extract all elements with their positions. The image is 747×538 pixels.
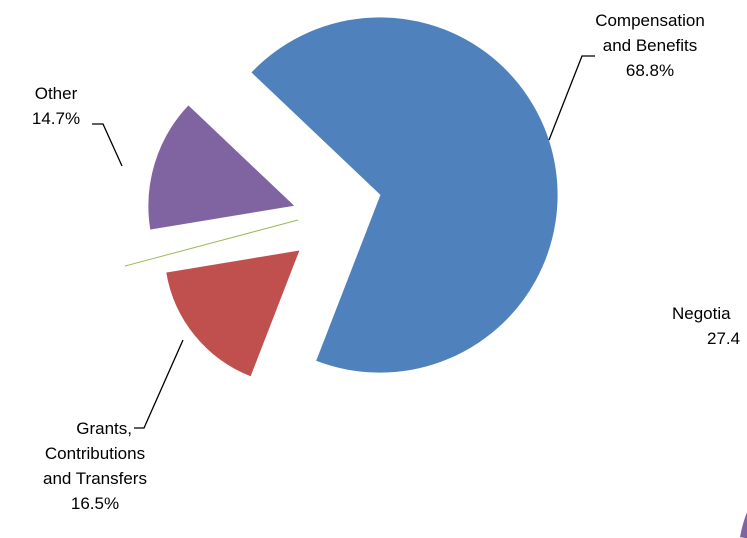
slice-value-label: 68.8% xyxy=(626,61,674,80)
label-other: Other 14.7% xyxy=(32,84,80,128)
pie-slice-other xyxy=(147,104,296,231)
slice-label-line: Negotia xyxy=(672,304,731,323)
slice-label-line: Grants, xyxy=(76,419,132,438)
leader-line-compensation xyxy=(548,55,595,141)
slice-label-line: and Benefits xyxy=(603,36,698,55)
leader-line-other xyxy=(92,123,123,167)
label-compensation: Compensation and Benefits 68.8% xyxy=(595,11,705,80)
slice-value-label: 27.4 xyxy=(707,329,740,348)
leader-lines xyxy=(92,55,595,429)
slice-label-line: Contributions xyxy=(45,444,145,463)
leader-line-grants xyxy=(134,339,184,429)
separator-line xyxy=(124,219,299,267)
slice-label-line: Compensation xyxy=(595,11,705,30)
slice-label-line: and Transfers xyxy=(43,469,147,488)
pie-slice-grants xyxy=(165,249,301,378)
slice-label-line: Other xyxy=(35,84,78,103)
slice-value-label: 14.7% xyxy=(32,109,80,128)
pie-slices xyxy=(147,16,559,378)
pie-slice-negotiated xyxy=(740,512,747,538)
label-grants: Grants, Contributions and Transfers 16.5… xyxy=(43,419,147,513)
slice-value-label: 16.5% xyxy=(71,494,119,513)
pie-slice-compensation xyxy=(250,16,559,374)
second-pie-chart: Negotia 27.4 xyxy=(672,304,747,538)
